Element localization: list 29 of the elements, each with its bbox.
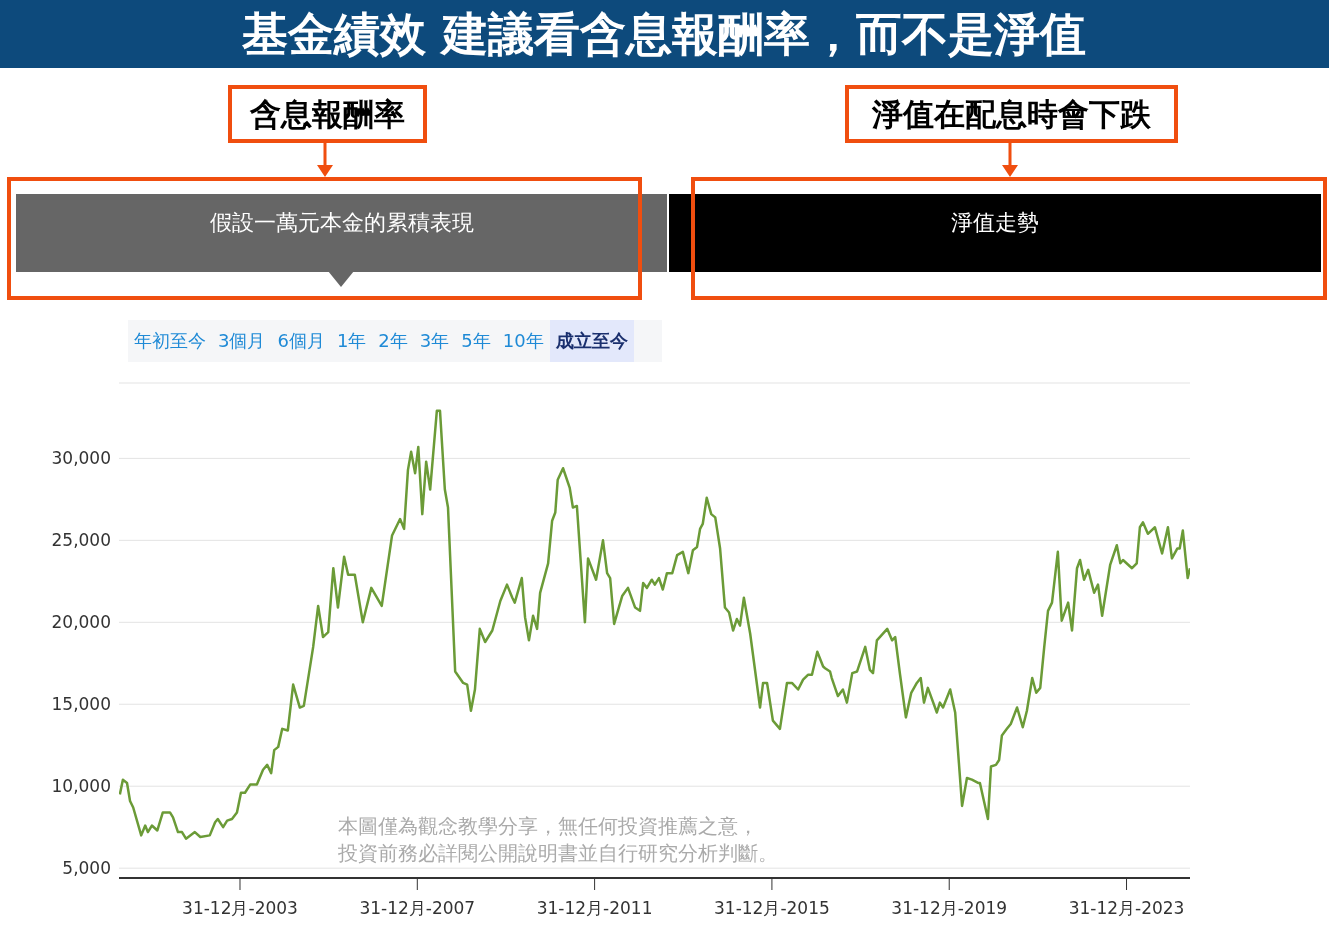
annotation: 投資前務必詳閱公開說明書並自行研究分析判斷。 (338, 840, 778, 867)
text: 成立至今 (549, 320, 634, 362)
x-tick-label: 31-12月-2023 (1068, 898, 1185, 918)
y-tick-label: 15,000 (51, 694, 111, 715)
text: 1年 (335, 329, 368, 353)
text: 3年 (418, 329, 451, 353)
text: 10年 (501, 329, 545, 353)
text: 淨值走勢 (669, 194, 1321, 272)
text: 5年 (460, 329, 492, 353)
chart-title: 基金績效 建議看含息報酬率，而不是淨值 (0, 0, 1329, 68)
x-tick-label: 31-12月-2019 (891, 898, 1008, 918)
x-tick-label: 31-12月-2003 (182, 898, 298, 918)
x-tick-label: 31-12月-2015 (714, 898, 830, 918)
y-tick-label: 10,000 (51, 776, 111, 797)
text: 年初至今 (133, 329, 207, 353)
y-tick-label: 20,000 (51, 612, 111, 633)
text: 3個月 (217, 329, 267, 353)
line-series (119, 409, 1190, 840)
text: 6個月 (276, 329, 326, 353)
y-tick-label: 30,000 (51, 448, 111, 469)
annotation: 本圖僅為觀念教學分享，無任何投資推薦之意， (338, 813, 759, 840)
text: 含息報酬率 (228, 85, 427, 143)
text: 淨值在配息時會下跌 (845, 85, 1178, 143)
y-tick-label: 5,000 (62, 858, 111, 879)
x-tick-label: 31-12月-2007 (359, 898, 476, 918)
text: 假設一萬元本金的累積表現 (16, 194, 667, 272)
text: 2年 (377, 329, 409, 353)
x-tick-label: 31-12月-2011 (536, 898, 653, 918)
y-tick-label: 25,000 (51, 530, 111, 551)
